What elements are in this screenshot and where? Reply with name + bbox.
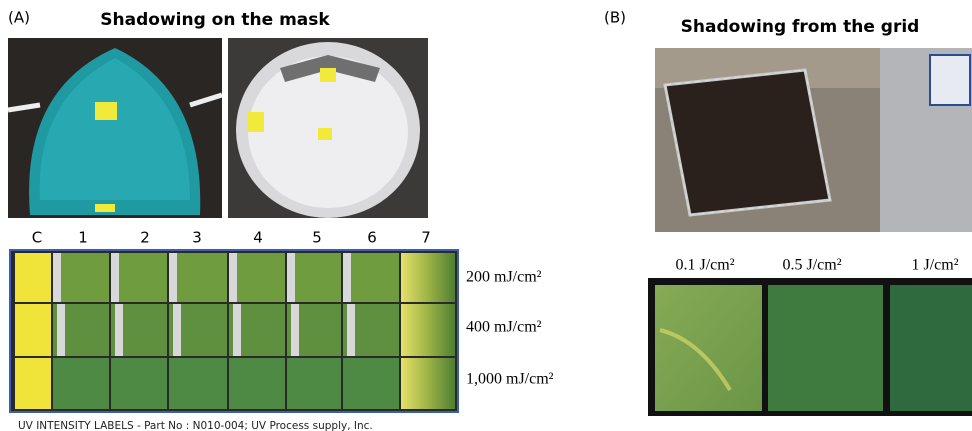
column-label: 3 xyxy=(192,229,202,247)
uv-label xyxy=(401,358,455,409)
uv-label xyxy=(229,358,285,409)
shadow-strip xyxy=(173,304,181,356)
row-label: 1,000 mJ/cm² xyxy=(466,371,554,388)
shadow-strip xyxy=(169,253,177,302)
uv-label xyxy=(343,253,399,302)
uv-label xyxy=(401,304,455,356)
row-label: 400 mJ/cm² xyxy=(466,319,542,336)
uv-label xyxy=(53,358,109,409)
shadow-strip xyxy=(287,253,295,302)
column-label: 0.1 J/cm² xyxy=(675,257,734,274)
row-label: 200 mJ/cm² xyxy=(466,269,542,286)
shadow-strip xyxy=(233,304,241,356)
uv-label xyxy=(768,285,883,411)
uv-label xyxy=(15,304,51,356)
mask-photo xyxy=(8,38,222,218)
panel-title: Shadowing from the grid xyxy=(681,17,920,37)
column-label: 1 xyxy=(78,229,88,247)
shadow-strip xyxy=(347,304,355,356)
mask-photo xyxy=(228,38,428,218)
uv-label xyxy=(229,253,285,302)
uv-label xyxy=(890,285,972,411)
uv-label xyxy=(401,253,455,302)
column-label: 5 xyxy=(312,229,322,247)
shadow-strip xyxy=(53,253,61,302)
column-label: 6 xyxy=(367,229,377,247)
figure: (A) Shadowing on the mask C 1 2 3 4 5 6 7 UV IN… xyxy=(0,0,972,431)
shadow-strip xyxy=(111,253,119,302)
panel-label: (A) xyxy=(8,9,30,27)
uv-label xyxy=(343,358,399,409)
grid-photo xyxy=(655,48,972,232)
uv-label xyxy=(15,253,51,302)
column-label: 0.5 J/cm² xyxy=(782,257,841,274)
uv-label xyxy=(287,358,341,409)
shadow-strip xyxy=(343,253,351,302)
shadow-strip xyxy=(229,253,237,302)
uv-label xyxy=(287,253,341,302)
uv-label xyxy=(655,285,762,411)
shadow-strip xyxy=(57,304,65,356)
shadow-strip xyxy=(291,304,299,356)
caption: UV INTENSITY LABELS - Part No : N010-004… xyxy=(18,420,373,431)
panel-label: (B) xyxy=(604,9,626,27)
uv-label xyxy=(111,358,167,409)
uv-label xyxy=(111,253,167,302)
column-label: 2 xyxy=(140,229,150,247)
uv-label xyxy=(15,358,51,409)
uv-label xyxy=(169,253,227,302)
uv-label xyxy=(169,358,227,409)
column-label: 4 xyxy=(253,229,263,247)
uv-label xyxy=(53,253,109,302)
column-label: 1 J/cm² xyxy=(911,257,958,274)
shadow-strip xyxy=(115,304,123,356)
panel-title: Shadowing on the mask xyxy=(100,10,330,30)
column-label: C xyxy=(32,229,42,247)
column-label: 7 xyxy=(421,229,431,247)
